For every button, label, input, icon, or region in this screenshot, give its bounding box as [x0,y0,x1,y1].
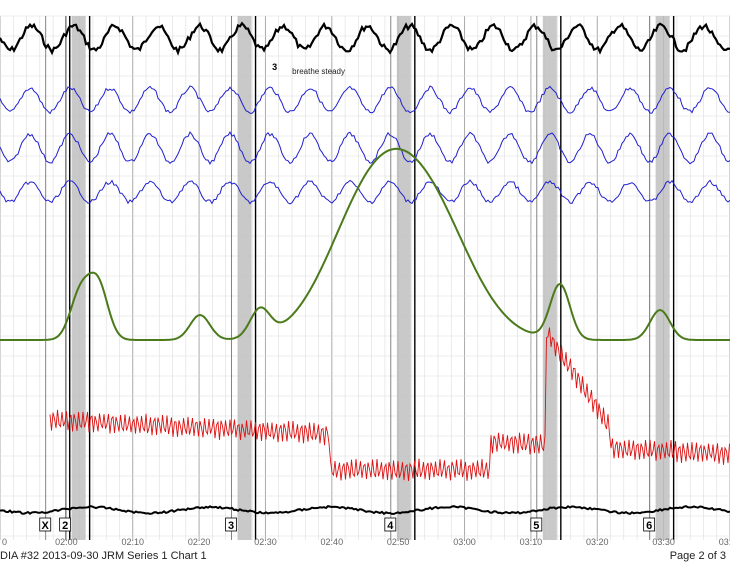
question-band [655,16,670,540]
annotation-number: 3 [272,62,277,72]
question-label: 3 [228,520,234,532]
chart-title: DIA #32 2013-09-30 JRM Series 1 Chart 1 [0,550,207,562]
question-band [542,16,557,540]
time-tick-label: 03:30 [652,537,675,547]
question-label-box [530,517,543,532]
question-label-box [39,517,52,532]
polygraph-chart-svg: X 2 3 4 5 6 02:00 02:10 02:20 02:30 02:40 02:50 03:0… [0,15,730,547]
series-cardio [49,327,730,481]
time-tick-label: 02:30 [254,537,277,547]
series-eda [0,147,730,341]
question-band [396,16,411,540]
question-label: X [42,520,50,532]
series-upper-pneumo [0,21,730,56]
time-tick-label: 02:20 [188,537,211,547]
question-label-box [59,517,72,532]
time-tick-label: 02:40 [321,537,344,547]
time-tick-label: 03:40 [719,537,730,547]
time-axis: 02:00 02:10 02:20 02:30 02:40 02:50 03:00 03:10… [2,537,730,547]
series-lower-pneumo-1 [0,85,730,115]
annotation-text: breathe steady [292,67,345,76]
time-tick-label: 03:00 [453,537,476,547]
question-label-box [225,517,237,532]
time-tick-label: 02:10 [121,537,144,547]
question-band [237,16,252,540]
time-tick-label: 02:50 [387,537,410,547]
question-label-box [384,517,397,532]
question-label: 2 [62,520,68,532]
page-indicator: Page 2 of 3 [669,550,726,562]
question-label: 5 [533,520,539,532]
question-band [71,16,86,540]
grid-lines [0,15,730,540]
time-tick-label: 02:00 [55,537,78,547]
time-tick-label-partial: 0 [2,537,7,547]
series-lower-pneumo-3 [0,179,730,205]
question-label: 6 [646,520,652,532]
question-label: 4 [387,520,394,532]
question-label-box [643,517,656,532]
series-lower-pneumo-2 [0,131,730,165]
time-tick-label: 03:20 [586,537,609,547]
series-movement [0,504,730,516]
time-tick-label: 03:10 [520,537,543,547]
